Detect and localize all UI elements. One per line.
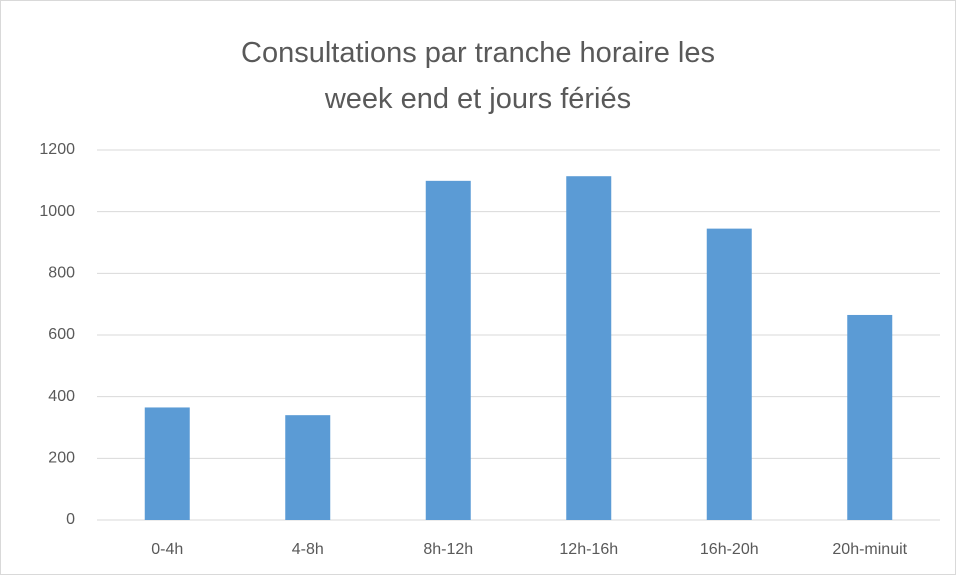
y-tick-label: 200 [48, 450, 75, 467]
x-tick-label: 0-4h [151, 541, 183, 558]
x-tick-label: 8h-12h [423, 541, 473, 558]
bar [566, 176, 612, 521]
y-tick-label: 600 [48, 326, 75, 343]
x-tick-label: 16h-20h [700, 541, 759, 558]
x-tick-label: 20h-minuit [832, 541, 907, 558]
bar [706, 228, 752, 520]
bar [425, 180, 471, 521]
x-tick-label: 4-8h [292, 541, 324, 558]
y-tick-label: 0 [66, 511, 75, 528]
bar [847, 314, 893, 520]
bar [285, 415, 331, 520]
y-tick-label: 1200 [39, 141, 75, 158]
bar [144, 407, 190, 520]
chart-title: Consultations par tranche horaire les we… [241, 37, 715, 115]
y-tick-label: 1000 [39, 203, 75, 220]
y-tick-label: 800 [48, 265, 75, 282]
x-tick-label: 12h-16h [559, 541, 618, 558]
y-tick-label: 400 [48, 388, 75, 405]
